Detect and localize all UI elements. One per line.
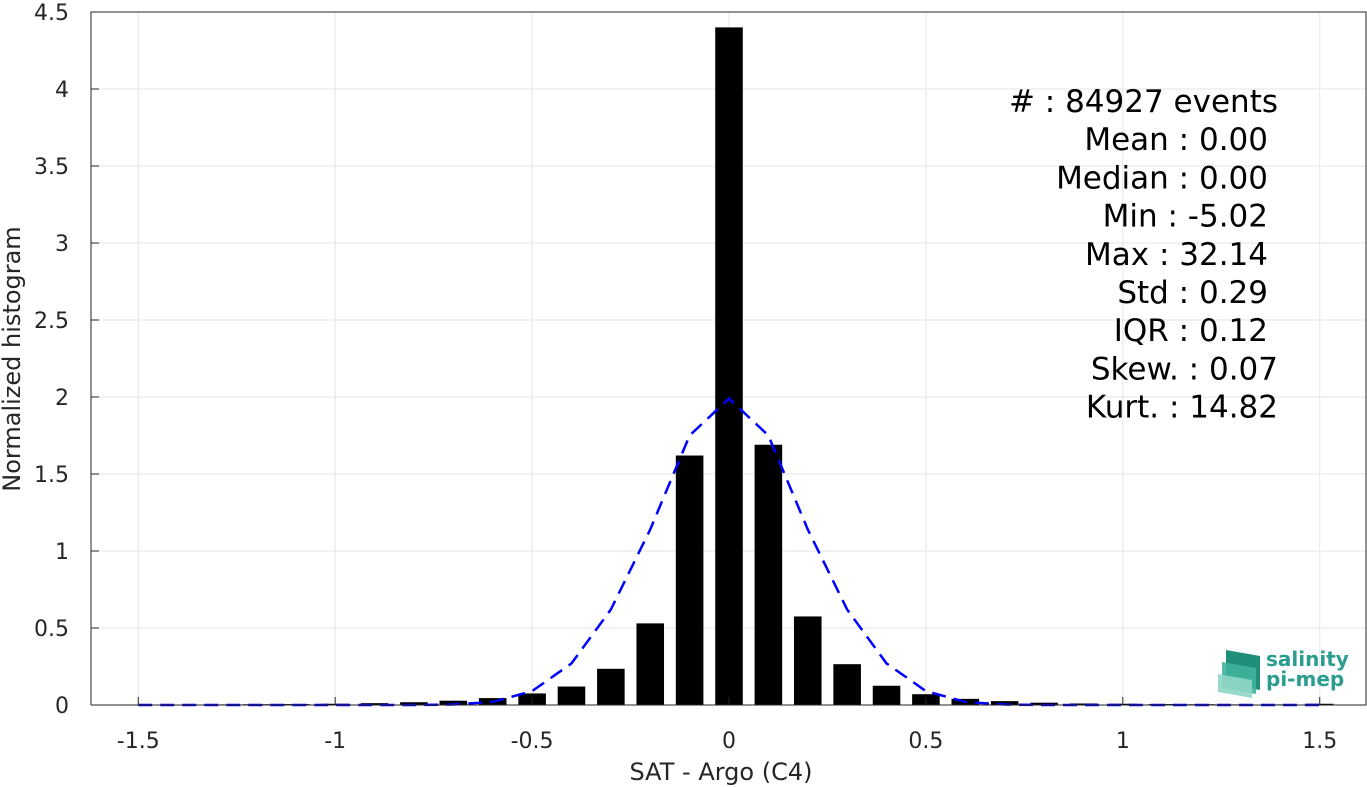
wave-logo-icon bbox=[1218, 650, 1260, 698]
x-tick-label-3: 0 bbox=[722, 729, 736, 754]
histogram-bar-12 bbox=[597, 668, 625, 705]
x-tick-label-4: 0.5 bbox=[908, 729, 943, 754]
fit-curve-group bbox=[138, 396, 1320, 707]
x-axis-label: SAT - Argo (C4) bbox=[630, 758, 813, 786]
stat-line-5: Std : 0.29 bbox=[1117, 275, 1268, 311]
y-tick-label-7: 3.5 bbox=[34, 155, 69, 180]
stat-line-6: IQR : 0.12 bbox=[1114, 313, 1268, 349]
histogram-bar-19 bbox=[872, 685, 901, 705]
histogram-bar-13 bbox=[636, 623, 665, 705]
y-tick-label-1: 0.5 bbox=[34, 617, 69, 642]
histogram-bar-14 bbox=[675, 455, 704, 705]
stat-line-2: Median : 0.00 bbox=[1056, 160, 1268, 196]
histogram-bar-7 bbox=[400, 702, 428, 705]
histogram-bar-11 bbox=[557, 686, 586, 705]
x-tick-label-0: -1.5 bbox=[117, 729, 160, 754]
logo-text-salinity: salinity bbox=[1266, 647, 1349, 671]
y-tick-label-9: 4.5 bbox=[34, 1, 69, 26]
stat-line-0: # : 84927 events bbox=[1009, 84, 1278, 120]
y-tick-label-0: 0 bbox=[55, 694, 69, 719]
stat-line-8: Kurt. : 14.82 bbox=[1086, 390, 1278, 426]
x-tick-label-5: 1 bbox=[1116, 729, 1130, 754]
x-tick-label-2: -0.5 bbox=[511, 729, 554, 754]
x-tick-label-6: 1.5 bbox=[1302, 729, 1337, 754]
x-tick-label-1: -1 bbox=[324, 729, 346, 754]
logo-text-pi-mep: pi-mep bbox=[1266, 667, 1344, 691]
histogram-bar-18 bbox=[833, 664, 861, 705]
stat-line-3: Min : -5.02 bbox=[1103, 199, 1268, 235]
y-tick-label-3: 1.5 bbox=[34, 463, 69, 488]
histogram-bar-8 bbox=[439, 700, 468, 705]
y-tick-label-4: 2 bbox=[55, 386, 69, 411]
stat-line-7: Skew. : 0.07 bbox=[1091, 351, 1278, 387]
histogram-bar-16 bbox=[754, 444, 783, 705]
histogram-bar-24 bbox=[1069, 703, 1098, 705]
fit-curve-line bbox=[138, 396, 1320, 707]
y-axis-label: Normalized histogram bbox=[0, 226, 26, 491]
stat-line-4: Max : 32.14 bbox=[1085, 237, 1268, 273]
axis-ticks: -1.5 -1 -0.5 0 0.5 1 1.5 0 0.5 1 1.5 2 2.5 3 3.5 4 4.5 bbox=[34, 1, 1337, 754]
histogram-bar-22 bbox=[990, 701, 1019, 705]
y-tick-label-8: 4 bbox=[55, 78, 69, 103]
salinity-pi-mep-logo: salinity pi-mep bbox=[1218, 647, 1349, 698]
histogram-bars bbox=[124, 27, 1334, 706]
histogram-bar-17 bbox=[793, 616, 822, 705]
histogram-bar-6 bbox=[360, 703, 389, 705]
y-tick-label-2: 1 bbox=[55, 540, 69, 565]
y-tick-label-5: 2.5 bbox=[34, 309, 69, 334]
stat-line-1: Mean : 0.00 bbox=[1084, 122, 1268, 158]
histogram-bar-15 bbox=[715, 27, 743, 705]
y-tick-label-6: 3 bbox=[55, 232, 69, 257]
